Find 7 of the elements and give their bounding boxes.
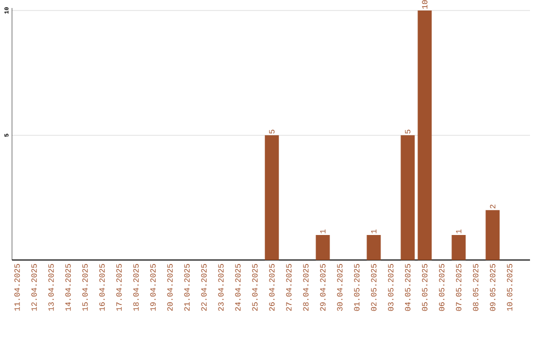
bar bbox=[316, 235, 330, 260]
bar bbox=[418, 10, 432, 260]
bar bbox=[486, 210, 500, 260]
bar bbox=[452, 235, 466, 260]
bar bbox=[400, 135, 415, 260]
bar bbox=[366, 235, 381, 260]
bar bbox=[264, 135, 279, 260]
